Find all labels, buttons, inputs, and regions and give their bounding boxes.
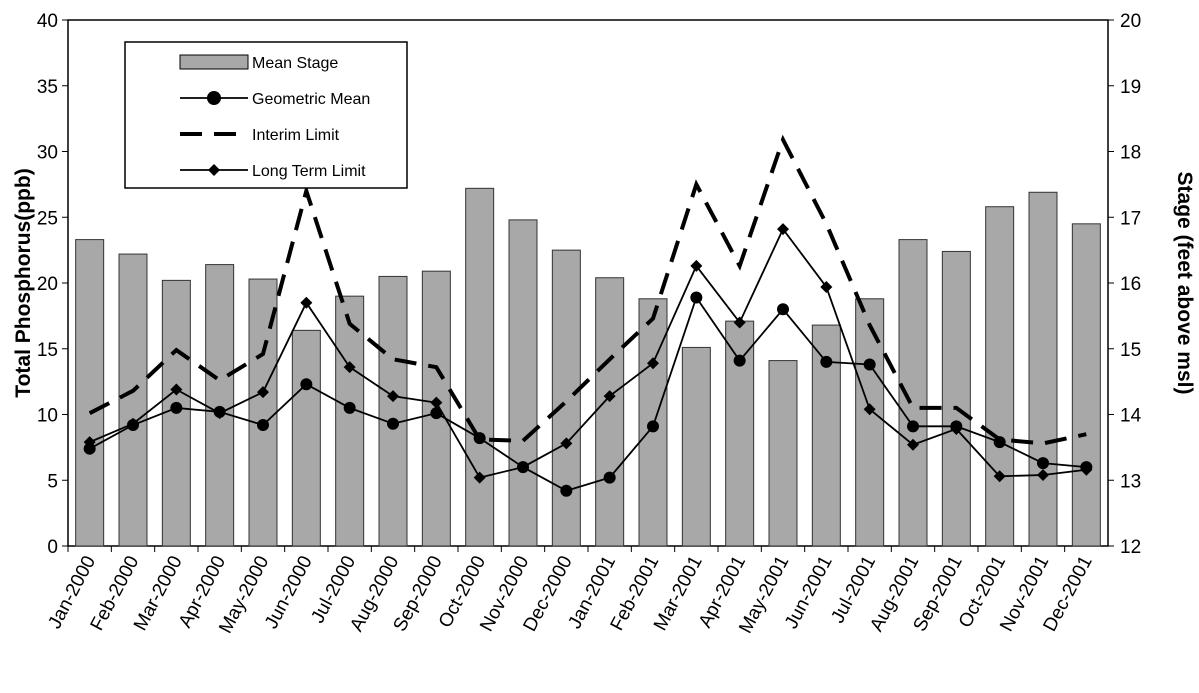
legend-swatch — [179, 54, 249, 70]
bar — [1071, 223, 1101, 547]
y-tick-label: 40 — [37, 11, 58, 32]
y-tick-label: 30 — [37, 143, 58, 164]
line — [89, 295, 1087, 492]
point — [820, 355, 833, 368]
point — [257, 386, 269, 399]
y2-tick-label: 19 — [1120, 77, 1141, 98]
line — [88, 134, 1087, 446]
bar — [508, 219, 538, 547]
point — [300, 296, 313, 309]
bar — [1028, 191, 1058, 547]
line — [89, 227, 1087, 479]
point — [430, 407, 443, 420]
point — [863, 358, 876, 371]
legend-label: Geometric Mean — [252, 91, 370, 108]
point — [473, 471, 486, 484]
point — [777, 223, 789, 236]
legend-label: Mean Stage — [252, 55, 338, 72]
bar — [335, 295, 365, 547]
bar — [378, 275, 408, 547]
legend-marker — [208, 164, 220, 176]
y2-tick-label: 14 — [1120, 406, 1142, 427]
point — [1037, 457, 1049, 470]
y-tick-label: 10 — [37, 406, 58, 427]
bar — [855, 298, 885, 547]
point — [430, 396, 443, 409]
y2-tick-label: 12 — [1120, 537, 1141, 558]
point — [733, 354, 746, 367]
point — [300, 378, 313, 391]
point — [907, 420, 919, 433]
y-axis-title: Total Phosphorus(ppb) — [12, 168, 35, 397]
bar — [75, 239, 105, 547]
point — [83, 442, 96, 455]
point — [1037, 468, 1049, 481]
y2-tick-label: 16 — [1120, 274, 1141, 295]
point — [647, 420, 659, 433]
point — [603, 471, 616, 484]
point — [603, 390, 616, 403]
point — [777, 303, 789, 316]
bar — [551, 249, 581, 547]
bar — [465, 187, 495, 547]
point — [820, 280, 833, 293]
point — [343, 401, 356, 414]
point — [1080, 463, 1093, 476]
y2-tick-label: 17 — [1120, 208, 1141, 229]
y-tick-label: 35 — [37, 77, 58, 98]
bar — [941, 250, 971, 547]
point — [690, 291, 703, 304]
point — [517, 461, 529, 474]
bar — [118, 253, 148, 547]
bar — [595, 277, 625, 547]
point — [863, 403, 876, 416]
point — [257, 419, 269, 432]
point — [83, 436, 96, 449]
y2-tick-label: 13 — [1120, 471, 1141, 492]
bar — [205, 264, 235, 547]
bar — [768, 360, 798, 547]
legend-box — [124, 41, 408, 189]
point — [343, 361, 356, 374]
y2-axis-title: Stage (feet above msl) — [1173, 172, 1196, 395]
point — [387, 390, 399, 403]
point — [170, 383, 183, 396]
y-tick-label: 5 — [47, 471, 58, 492]
point — [733, 316, 746, 329]
bar — [985, 206, 1015, 547]
bar — [681, 346, 711, 547]
legend-label: Interim Limit — [252, 127, 340, 144]
y-tick-label: 20 — [37, 274, 58, 295]
point — [907, 438, 919, 451]
y2-tick-label: 18 — [1120, 143, 1141, 164]
y2-tick-label: 15 — [1120, 340, 1141, 361]
legend-label: Long Term Limit — [252, 163, 366, 180]
point — [560, 437, 573, 450]
point — [127, 417, 139, 430]
y-tick-label: 25 — [37, 208, 58, 229]
point — [993, 470, 1006, 483]
y-tick-label: 15 — [37, 340, 58, 361]
y2-tick-label: 20 — [1120, 11, 1141, 32]
point — [387, 417, 399, 430]
point — [950, 422, 963, 435]
point — [647, 357, 659, 370]
point — [213, 407, 226, 420]
y-tick-label: 0 — [47, 537, 58, 558]
point — [560, 484, 573, 497]
point — [690, 259, 703, 272]
point — [170, 401, 183, 414]
bar — [291, 329, 321, 547]
legend-marker — [207, 91, 221, 105]
